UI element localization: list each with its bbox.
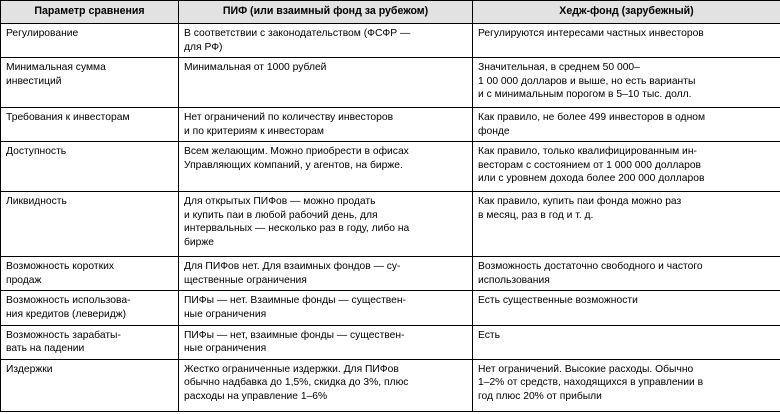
cell-line: или с уровнем дохода более 200 000 долла…: [478, 173, 705, 185]
cell-pif: Для ПИФов нет. Для взаимных фондов — су-…: [178, 256, 473, 292]
cell-hedge-fund: Как правило, только квалифицированным ин…: [472, 141, 780, 193]
table-header-row: Параметр сравнения ПИФ (или взаимный фон…: [0, 0, 780, 24]
table-row: Издержки Жестко ограниченные издержки. Дл…: [0, 358, 780, 412]
cell-line: Возможность коротких: [6, 261, 114, 273]
cell-pif: ПИФы — нет. Взаимные фонды — существен-н…: [178, 290, 473, 326]
cell-line: щественные ограничения: [184, 274, 307, 286]
cell-pif: Жестко ограниченные издержки. Для ПИФов о…: [178, 358, 473, 412]
cell-pif: Нет ограничений по количеству инвесторов…: [178, 107, 473, 143]
cell-line: В соответствии с законодательством (ФСФР…: [184, 27, 411, 39]
cell-line: продаж: [6, 274, 42, 286]
cell-line: Нет ограничений по количеству инвесторов: [184, 112, 394, 124]
column-header-hedge-fund: Хедж-фонд (зарубежный): [472, 0, 780, 24]
cell-line: Как правило, купить паи фонда можно раз: [478, 196, 682, 208]
cell-hedge-fund: Как правило, купить паи фонда можно раз в…: [472, 191, 780, 258]
cell-hedge-fund: Есть: [472, 324, 780, 360]
cell-hedge-fund: Есть существенные возможности: [472, 290, 780, 326]
cell-parameter: Ликвидность: [0, 191, 179, 258]
table-row: Возможность зарабаты-вать на падении ПИФы…: [0, 324, 780, 360]
cell-line: Издержки: [6, 363, 53, 375]
cell-pif: Минимальная от 1000 рублей: [178, 57, 473, 109]
cell-pif: ПИФы — нет, взаимные фонды — существен-н…: [178, 324, 473, 360]
cell-pif: Для открытых ПИФов — можно продать и купи…: [178, 191, 473, 258]
cell-hedge-fund: Как правило, не более 499 инвесторов в о…: [472, 107, 780, 143]
cell-line: ния кредитов (леверидж): [6, 309, 127, 321]
cell-line: ные ограничения: [184, 343, 267, 355]
cell-line: Ликвидность: [6, 196, 67, 208]
cell-parameter: Требования к инвесторам: [0, 107, 179, 143]
cell-line: Всем желающим. Можно приобрести в офисах: [184, 146, 409, 158]
cell-line: Для ПИФов нет. Для взаимных фондов — су-: [184, 261, 401, 273]
cell-line: Жестко ограниченные издержки. Для ПИФов: [184, 363, 399, 375]
cell-line: Возможность достаточно свободного и част…: [478, 261, 703, 273]
cell-line: для РФ): [184, 41, 223, 53]
cell-line: Минимальная сумма: [6, 62, 106, 74]
table-row: Ликвидность Для открытых ПИФов — можно пр…: [0, 191, 780, 258]
column-header-pif: ПИФ (или взаимный фонд за рубежом): [178, 0, 473, 24]
cell-line: 1–2% от средств, находящихся в управлени…: [478, 377, 704, 389]
cell-line: использования: [478, 274, 550, 286]
cell-line: весторам с состоянием от 1 000 000 долла…: [478, 159, 702, 171]
table-row: Минимальная сумма инвестиций Минимальная о…: [0, 57, 780, 109]
cell-line: 1 00 000 долларов и выше, но есть вариан…: [478, 75, 696, 87]
cell-line: Как правило, только квалифицированным ин…: [478, 146, 697, 158]
cell-line: Минимальная от 1000 рублей: [184, 62, 327, 74]
cell-hedge-fund: Регулируются интересами частных инвестор…: [472, 22, 780, 59]
cell-line: ные ограничения: [184, 309, 267, 321]
cell-line: интервальных — несколько раз в году, либ…: [184, 223, 410, 235]
table-row: Требования к инвесторам Нет ограничений п…: [0, 107, 780, 143]
cell-pif: Всем желающим. Можно приобрести в офисах…: [178, 141, 473, 193]
cell-line: Есть существенные возможности: [478, 295, 638, 307]
cell-line: Значительная, в среднем 50 000–: [478, 62, 640, 74]
cell-parameter: Издержки: [0, 358, 179, 412]
table-row: Доступность Всем желающим. Можно приобрес…: [0, 141, 780, 193]
cell-line: Доступность: [6, 146, 67, 158]
cell-line: и купить паи в любой рабочий день, для: [184, 209, 378, 221]
table-row: Возможность использова-ния кредитов (лев…: [0, 290, 780, 326]
cell-parameter: Возможность зарабаты-вать на падении: [0, 324, 179, 360]
cell-line: и по критериям к инвесторам: [184, 125, 324, 137]
cell-parameter: Минимальная сумма инвестиций: [0, 57, 179, 109]
cell-line: Как правило, не более 499 инвесторов в о…: [478, 112, 706, 124]
cell-line: Требования к инвесторам: [6, 112, 130, 124]
cell-line: расходы на управление 1–6%: [184, 390, 328, 402]
cell-line: Регулирование: [6, 27, 79, 39]
table-row: Возможность коротких продаж Для ПИФов нет.…: [0, 256, 780, 292]
table-body: Регулирование В соответствии с законодате…: [0, 22, 780, 412]
cell-line: вать на падении: [6, 343, 85, 355]
cell-parameter: Возможность использова-ния кредитов (лев…: [0, 290, 179, 326]
cell-line: ПИФы — нет, взаимные фонды — существен-: [184, 329, 405, 341]
cell-hedge-fund: Возможность достаточно свободного и част…: [472, 256, 780, 292]
cell-line: ПИФы — нет. Взаимные фонды — существен-: [184, 295, 406, 307]
cell-parameter: Возможность коротких продаж: [0, 256, 179, 292]
cell-line: инвестиций: [6, 75, 62, 87]
cell-line: бирже: [184, 237, 214, 249]
cell-parameter: Доступность: [0, 141, 179, 193]
cell-hedge-fund: Нет ограничений. Высокие расходы. Обычно…: [472, 358, 780, 412]
cell-line: год плюс 20% от прибыли: [478, 390, 602, 402]
cell-parameter: Регулирование: [0, 22, 179, 59]
cell-line: Нет ограничений. Высокие расходы. Обычно: [478, 363, 694, 375]
cell-pif: В соответствии с законодательством (ФСФР…: [178, 22, 473, 59]
cell-line: и с минимальным порогом в 5–10 тыс. долл…: [478, 89, 692, 101]
cell-line: обычно надбавка до 1,5%, скидка до 3%, п…: [184, 377, 409, 389]
cell-line: Есть: [478, 329, 500, 341]
cell-hedge-fund: Значительная, в среднем 50 000– 1 00 000 …: [472, 57, 780, 109]
table-row: Регулирование В соответствии с законодате…: [0, 22, 780, 59]
table-header: Параметр сравнения ПИФ (или взаимный фон…: [0, 0, 780, 24]
column-header-parameter: Параметр сравнения: [0, 0, 179, 24]
cell-line: в месяц, раз в год и т. д.: [478, 209, 594, 221]
cell-line: фонде: [478, 125, 510, 137]
cell-line: Для открытых ПИФов — можно продать: [184, 196, 376, 208]
cell-line: Управляющих компаний, у агентов, на бирж…: [184, 159, 403, 171]
cell-line: Возможность зарабаты-: [6, 329, 121, 341]
cell-line: Регулируются интересами частных инвестор…: [478, 27, 704, 39]
cell-line: Возможность использова-: [6, 295, 131, 307]
